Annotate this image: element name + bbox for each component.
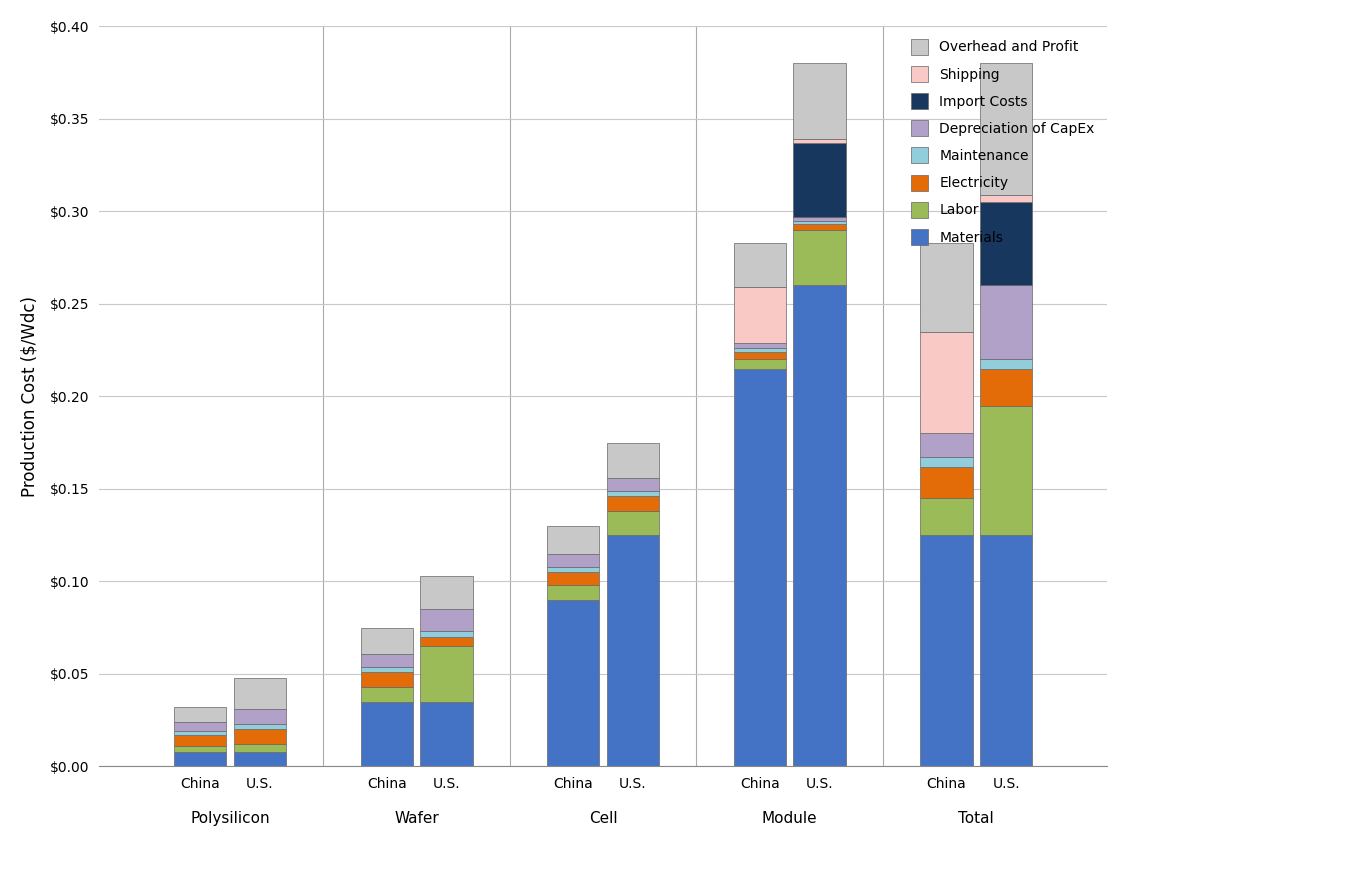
Bar [734,352,786,360]
Bar [794,286,845,766]
Bar [734,287,786,343]
Bar [921,498,972,535]
Bar [234,709,286,724]
Bar [547,526,599,554]
Bar [980,406,1033,535]
Bar [734,343,786,348]
Bar [608,478,659,490]
Text: Total: Total [958,811,994,826]
Bar [547,554,599,567]
Bar [980,360,1033,368]
Bar [420,646,472,702]
Bar [234,745,286,752]
Bar [794,217,845,220]
Bar [734,348,786,352]
Bar [921,535,972,766]
Bar [234,730,286,745]
Bar [734,243,786,287]
Bar [360,628,413,653]
Bar [980,195,1033,202]
Bar [360,687,413,702]
Bar [794,64,845,139]
Bar [360,702,413,766]
Bar [608,535,659,766]
Bar [608,496,659,511]
Bar [420,631,472,637]
Bar [360,666,413,672]
Bar [794,143,845,217]
Text: Cell: Cell [589,811,617,826]
Bar [608,511,659,535]
Bar [547,567,599,572]
Bar [174,752,227,766]
Bar [174,735,227,746]
Bar [234,678,286,709]
Bar [547,600,599,766]
Bar [547,572,599,585]
Bar [234,724,286,730]
Bar [420,609,472,631]
Bar [174,732,227,735]
Bar [921,243,972,332]
Bar [360,653,413,666]
Bar [174,746,227,752]
Text: Wafer: Wafer [394,811,439,826]
Bar [420,576,472,609]
Y-axis label: Production Cost ($/Wdc): Production Cost ($/Wdc) [20,296,39,497]
Bar [420,637,472,646]
Bar [547,585,599,600]
Bar [174,707,227,722]
Bar [921,434,972,457]
Bar [794,225,845,230]
Bar [980,286,1033,360]
Bar [360,672,413,687]
Bar [420,702,472,766]
Text: Module: Module [761,811,818,826]
Bar [980,368,1033,406]
Bar [980,535,1033,766]
Bar [794,139,845,143]
Bar [608,442,659,478]
Bar [921,457,972,467]
Bar [980,202,1033,286]
Bar [608,490,659,496]
Bar [734,368,786,766]
Bar [980,64,1033,195]
Bar [234,752,286,766]
Bar [734,360,786,368]
Bar [174,722,227,732]
Bar [794,220,845,225]
Text: Polysilicon: Polysilicon [190,811,270,826]
Legend: Overhead and Profit, Shipping, Import Costs, Depreciation of CapEx, Maintenance,: Overhead and Profit, Shipping, Import Co… [906,33,1100,251]
Bar [921,332,972,434]
Bar [921,467,972,498]
Bar [794,230,845,286]
